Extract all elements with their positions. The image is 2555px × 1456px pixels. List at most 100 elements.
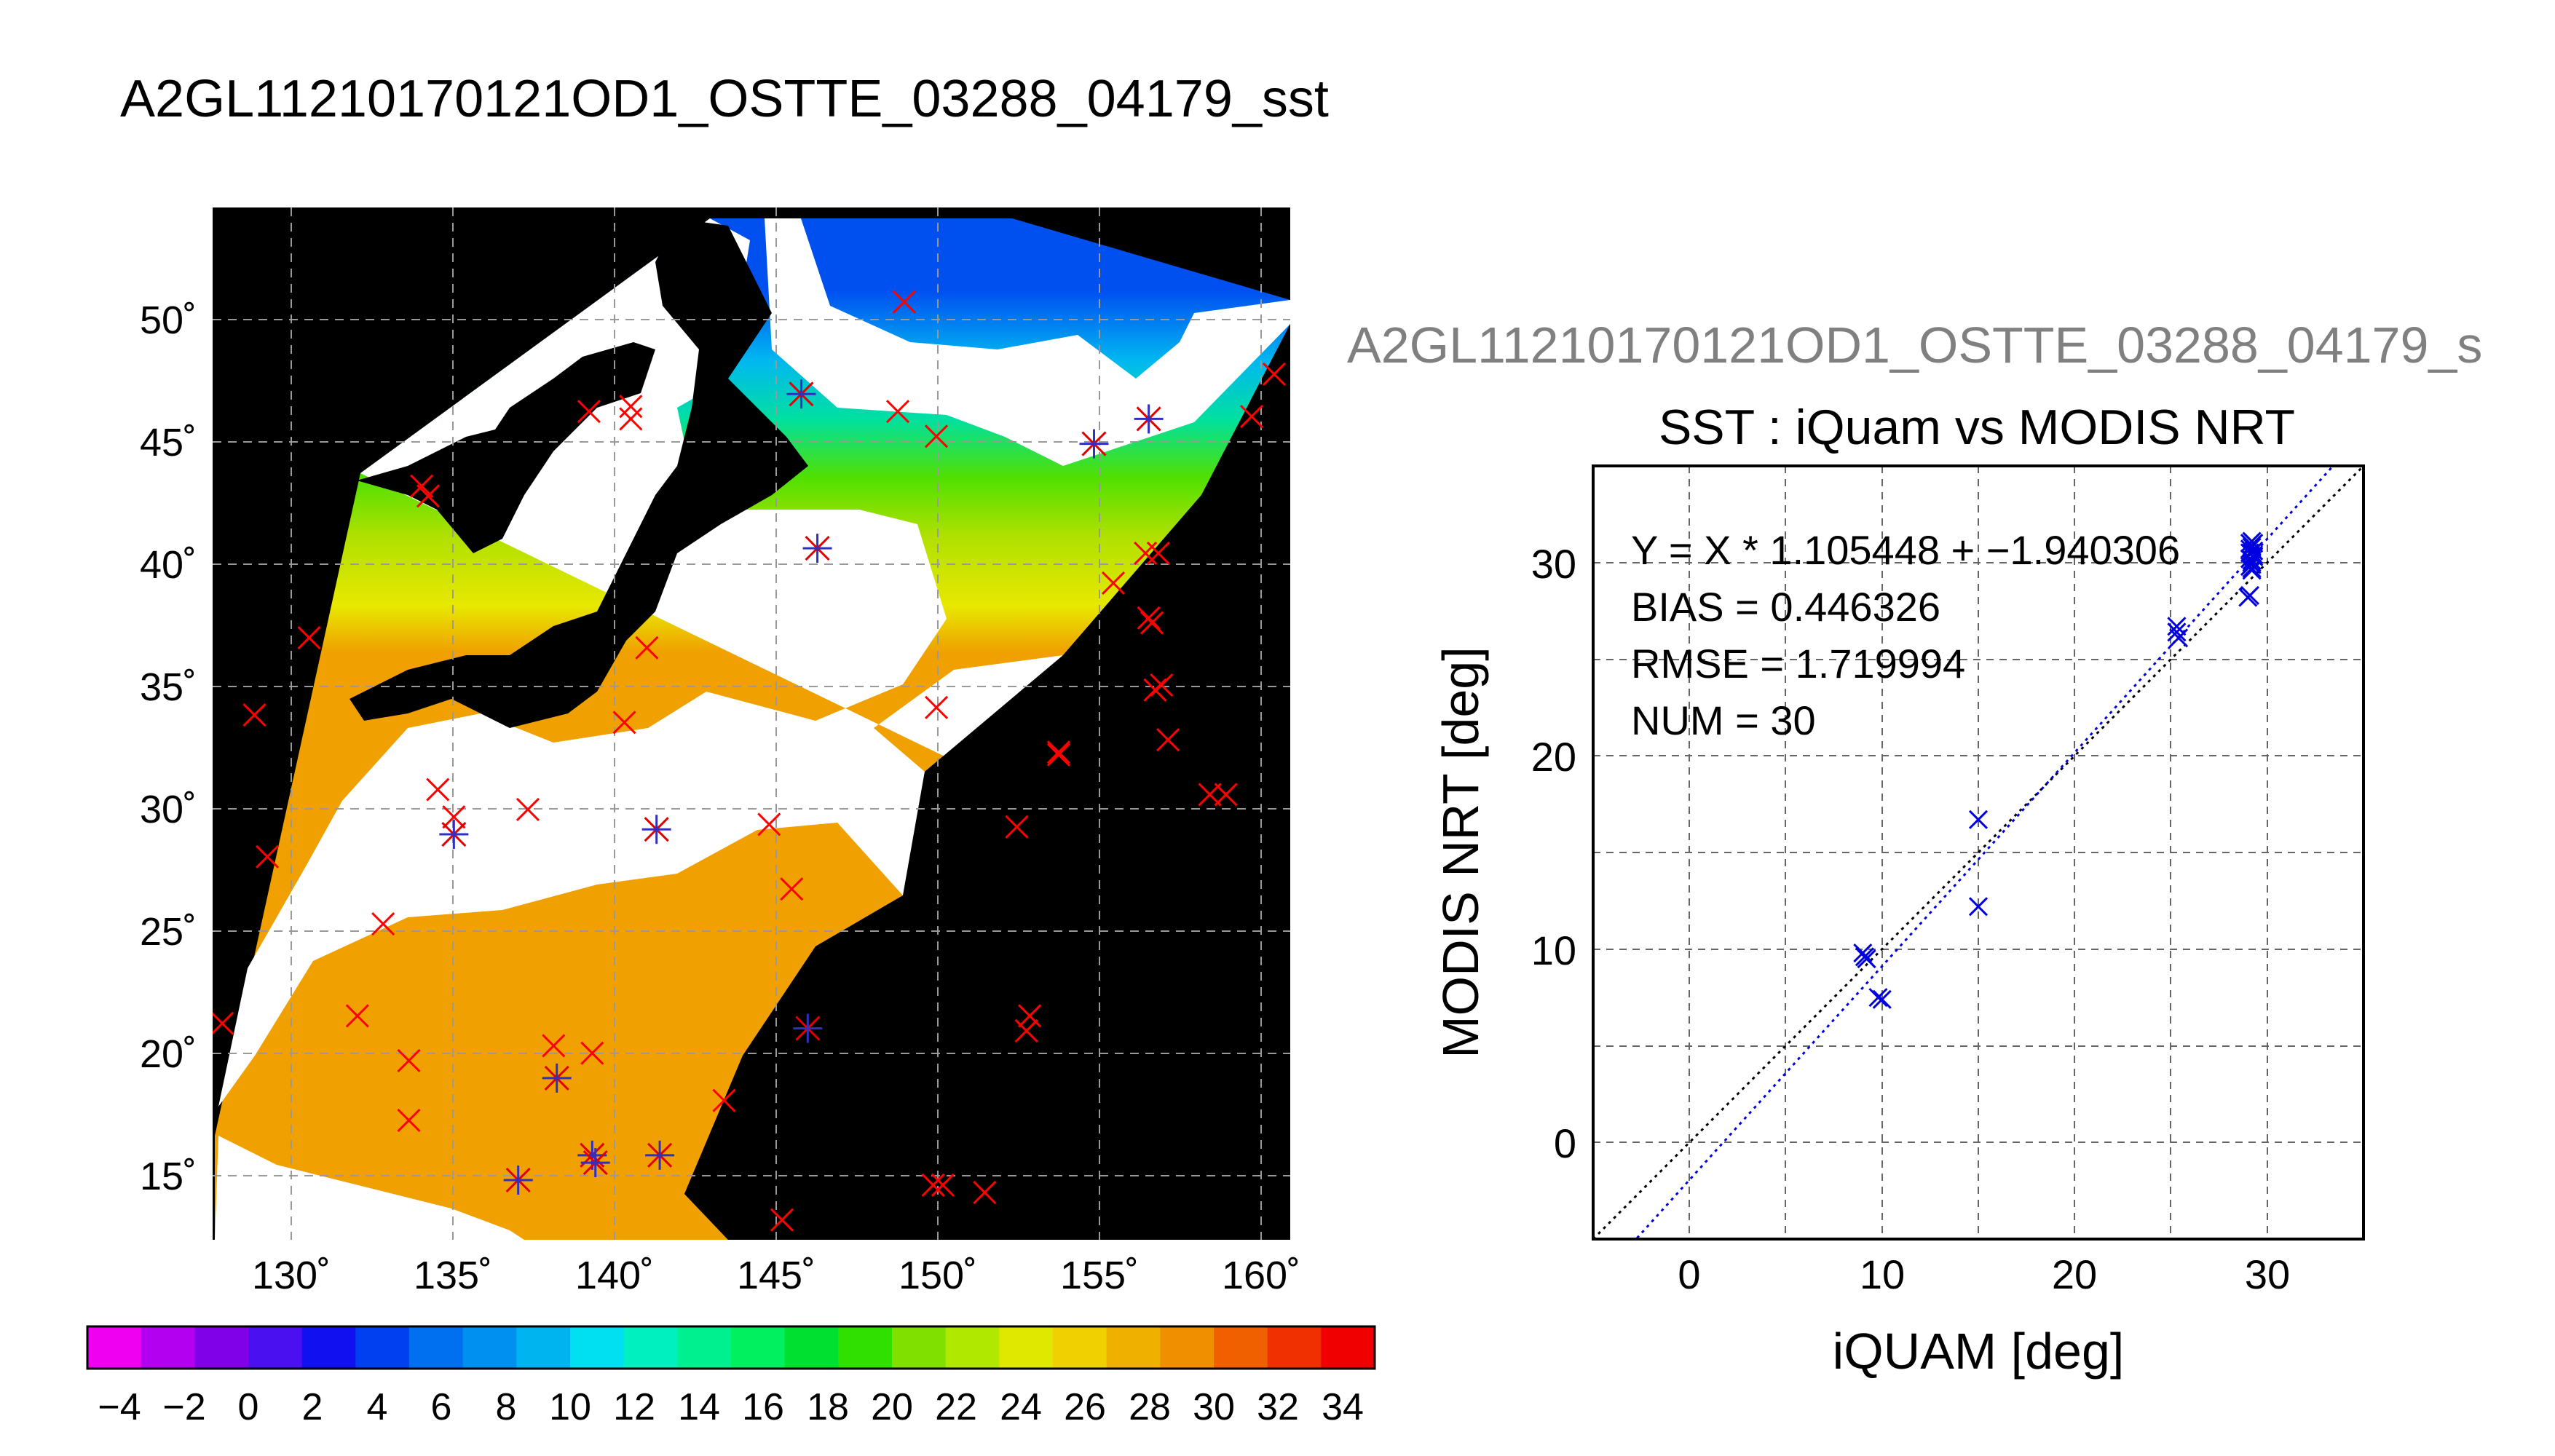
map-marker xyxy=(426,778,450,802)
map-marker xyxy=(1156,728,1180,752)
scatter-point xyxy=(2242,531,2262,551)
map-marker xyxy=(1140,611,1164,635)
cloud-region-south xyxy=(215,1136,524,1240)
map-marker xyxy=(924,424,949,448)
colorbar-tick-label: 26 xyxy=(1064,1386,1106,1428)
map-marker xyxy=(1143,678,1167,702)
scatter-point xyxy=(2242,551,2262,571)
lat-label: 45˚ xyxy=(140,421,197,464)
land-japan xyxy=(350,218,808,728)
scatter-point xyxy=(1968,897,1989,917)
map-marker xyxy=(1214,783,1238,807)
scatter-point xyxy=(1968,810,1989,829)
scatter-point xyxy=(2242,561,2262,580)
colorbar-segment xyxy=(462,1326,517,1369)
map-marker xyxy=(619,407,643,431)
colorbar-tick-label: 34 xyxy=(1322,1386,1364,1428)
map-marker xyxy=(256,844,280,869)
map-lon-labels: 130˚ 135˚ 140˚ 145˚ 150˚ 155˚ 160˚ xyxy=(252,1254,1300,1297)
x-tick-label: 20 xyxy=(2052,1251,2097,1297)
colorbar-tick-label: 6 xyxy=(431,1386,452,1428)
colorbar-segment xyxy=(301,1326,356,1369)
scatter-stats: Y = X * 1.105448 + −1.940306 BIAS = 0.44… xyxy=(1631,527,2180,743)
map-marker xyxy=(635,636,659,660)
colorbar-tick-label: 24 xyxy=(1000,1386,1042,1428)
map-marker xyxy=(1018,1004,1042,1028)
map-marker xyxy=(931,1173,955,1197)
map-marker xyxy=(1134,541,1158,566)
lon-label: 140˚ xyxy=(575,1254,654,1297)
lat-label: 40˚ xyxy=(140,543,197,587)
map-marker xyxy=(1046,743,1070,767)
map-match-marker xyxy=(641,815,671,844)
scatter-x-labels: 0 10 20 30 xyxy=(1678,1251,2290,1297)
map-marker xyxy=(712,1088,736,1112)
regression-line xyxy=(1635,466,2335,1239)
lat-label: 50˚ xyxy=(140,298,197,342)
scatter-heading: A2GL11210170121OD1_OSTTE_03288_04179_s xyxy=(1347,317,2482,373)
map-marker xyxy=(770,1208,794,1232)
map-marker xyxy=(416,484,441,508)
x-tick-label: 0 xyxy=(1678,1251,1700,1297)
map-marker xyxy=(242,703,266,727)
lat-label: 20˚ xyxy=(140,1032,197,1076)
scatter-point xyxy=(2238,587,2258,607)
colorbar-tick-label: 0 xyxy=(238,1386,259,1428)
colorbar-tick-label: 32 xyxy=(1257,1386,1299,1428)
x-tick-label: 30 xyxy=(2245,1251,2290,1297)
lat-label: 30˚ xyxy=(140,788,197,831)
map-marker xyxy=(921,1173,945,1197)
map-marker xyxy=(297,626,321,650)
lon-label: 145˚ xyxy=(737,1254,816,1297)
cloud-region xyxy=(218,218,1063,1107)
scatter-markers xyxy=(1853,531,2264,1009)
lon-label: 150˚ xyxy=(899,1254,977,1297)
colorbar-segment xyxy=(516,1326,571,1369)
scatter-frame xyxy=(1592,464,2365,1241)
colorbar-segment xyxy=(1214,1326,1268,1369)
colorbar-segment xyxy=(87,1326,142,1369)
colorbar-segment xyxy=(194,1326,249,1369)
map-marker xyxy=(397,1048,421,1073)
map-match-marker xyxy=(793,1013,823,1043)
map-match-marker xyxy=(802,534,832,563)
scatter-plot xyxy=(1592,464,2365,1241)
map-marker xyxy=(580,1041,604,1065)
map-marker xyxy=(371,911,395,936)
map-marker xyxy=(892,290,916,314)
scatter-y-labels: 0 10 20 30 xyxy=(1531,541,1576,1166)
map-marker xyxy=(442,805,466,829)
scatter-point xyxy=(2240,543,2260,563)
colorbar-segment xyxy=(570,1326,625,1369)
map-markers xyxy=(213,290,1286,1232)
map-marker xyxy=(1146,541,1170,566)
map-marker xyxy=(345,1004,369,1028)
map-marker xyxy=(577,400,601,424)
map-marker xyxy=(542,1034,566,1058)
colorbar-tick-label: 30 xyxy=(1193,1386,1235,1428)
stat-bias: BIAS = 0.446326 xyxy=(1631,584,1940,630)
y-tick-label: 30 xyxy=(1531,541,1576,587)
colorbar-segment xyxy=(838,1326,893,1369)
y-tick-label: 20 xyxy=(1531,734,1576,780)
scatter-xlabel: iQUAM [deg] xyxy=(1833,1323,2125,1380)
map-marker xyxy=(1014,1018,1038,1043)
scatter-point xyxy=(1855,947,1875,967)
colorbar-segment xyxy=(677,1326,732,1369)
colorbar-segment xyxy=(1321,1326,1375,1369)
colorbar-segment xyxy=(999,1326,1054,1369)
colorbar xyxy=(87,1326,1375,1369)
scatter-point xyxy=(1872,989,1892,1009)
map-match-marker xyxy=(580,1148,610,1178)
lat-label: 15˚ xyxy=(140,1155,197,1198)
map-match-marker xyxy=(1134,404,1164,434)
map-marker xyxy=(612,711,636,735)
colorbar-segment xyxy=(141,1326,195,1369)
lat-label: 25˚ xyxy=(140,910,197,954)
lon-label: 130˚ xyxy=(252,1254,331,1297)
colorbar-segment xyxy=(355,1326,410,1369)
colorbar-tick-label: 4 xyxy=(367,1386,388,1428)
colorbar-tick-label: −2 xyxy=(162,1386,205,1428)
map-marker xyxy=(619,395,643,419)
